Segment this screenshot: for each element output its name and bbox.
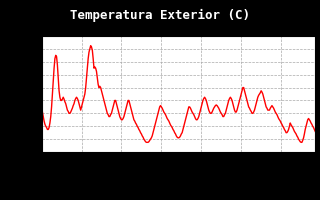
Text: Temperatura Exterior (C): Temperatura Exterior (C)	[70, 9, 250, 22]
Title: 2024: 2024	[165, 26, 192, 36]
